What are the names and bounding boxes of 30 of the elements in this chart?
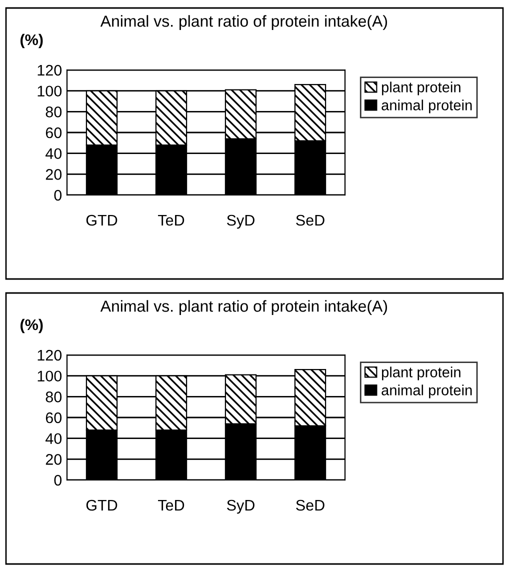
x-tick-label: TeD	[158, 500, 184, 511]
y-tick-label: 20	[46, 454, 62, 465]
x-tick-label: SeD	[296, 214, 324, 226]
y-tick-label: 120	[38, 350, 62, 361]
y-tick-label: 80	[46, 106, 62, 118]
x-tick-label: TeD	[158, 215, 184, 226]
x-tick-label: GTD	[86, 500, 118, 511]
y-tick-label: 120	[38, 64, 62, 76]
x-tick-label: SyD	[227, 214, 254, 229]
y-tick-label: 40	[46, 148, 62, 160]
y-tick-label: 0	[54, 190, 62, 201]
x-tick-label: GTD	[86, 214, 118, 226]
legend-label: plant protein	[382, 366, 460, 380]
y-tick-label: 100	[38, 370, 62, 382]
legend-label: animal protein	[382, 384, 472, 398]
y-axis-title: (%)	[20, 318, 43, 334]
y-tick-label: 40	[46, 433, 62, 444]
chart-title: Animal vs. plant ratio of protein intake(A)	[100, 300, 387, 315]
y-tick-label: 60	[46, 127, 62, 138]
y-tick-label: 20	[46, 169, 62, 180]
x-tick-label: SyD	[227, 500, 254, 514]
legend-label: plant protein	[382, 82, 460, 96]
y-tick-label: 80	[46, 392, 62, 402]
legend-label: animal protein	[382, 100, 472, 114]
y-tick-label: 0	[54, 474, 62, 486]
y-axis-title: (%)	[20, 34, 43, 48]
y-tick-label: 60	[46, 412, 62, 424]
chart-title: Animal vs. plant ratio of protein intake(A)	[100, 15, 387, 30]
y-tick-label: 100	[38, 86, 62, 97]
x-tick-label: SeD	[296, 500, 324, 511]
